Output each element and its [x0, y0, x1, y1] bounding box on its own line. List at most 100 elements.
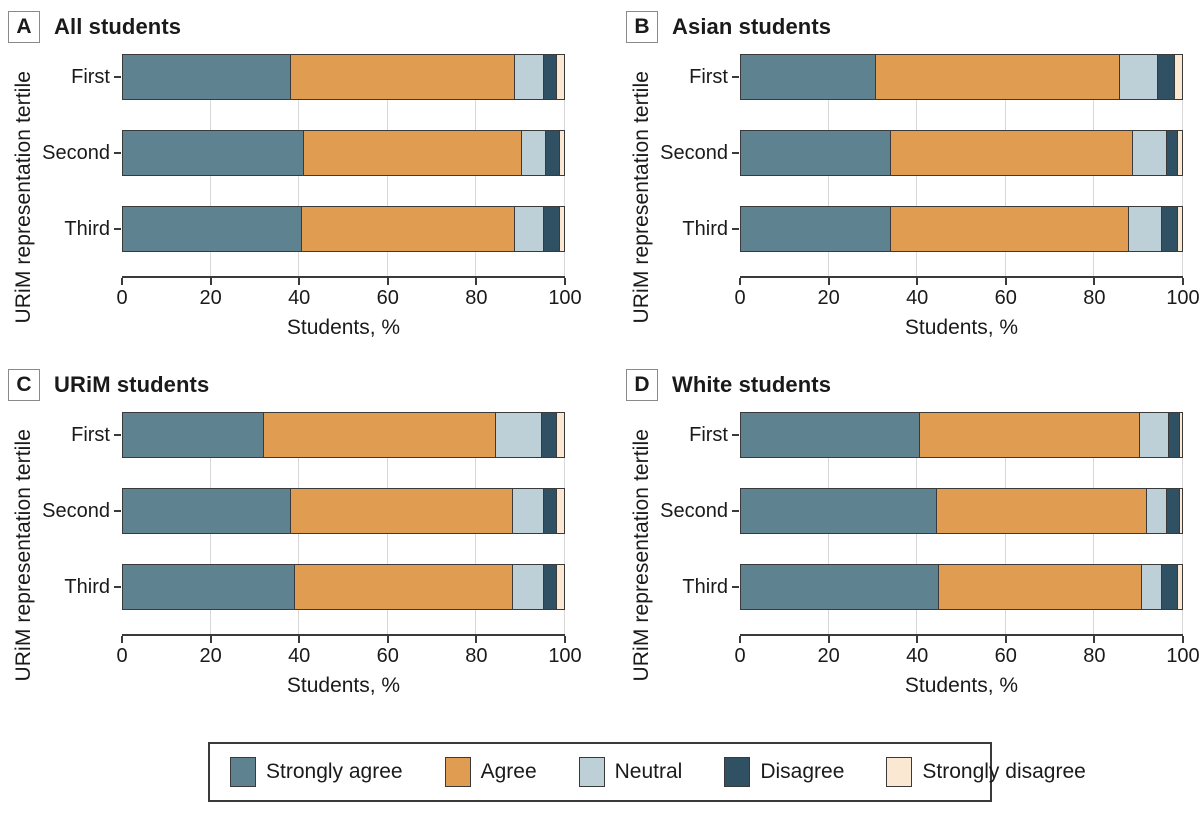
x-tick-20: [209, 278, 212, 285]
stacked-bar-first: [740, 54, 1183, 100]
panel-c-chart-body: First Second Third: [40, 412, 565, 634]
bar-segment-disagree: [1157, 55, 1176, 99]
bar-row-third: Third: [40, 206, 565, 252]
panel-c-letter: C: [8, 369, 40, 401]
bar-segment-agree: [890, 131, 1134, 175]
bar-segment-disagree: [546, 131, 560, 175]
panel-d-x-axis-title: Students, %: [904, 674, 1019, 697]
bar-segment-neutral: [1133, 131, 1167, 175]
category-label: Second: [42, 141, 110, 164]
bar-segment-neutral: [513, 489, 545, 533]
panel-c-x-axis-title: Students, %: [286, 674, 401, 697]
y-axis-title-text: URiM representation tertile: [12, 70, 35, 324]
legend-item-strongly-disagree: Strongly disagree: [886, 757, 1086, 787]
bar-segment-strongly-agree: [741, 131, 891, 175]
legend: Strongly agree Agree Neutral Disagree Strong…: [208, 742, 1086, 802]
x-tick-20: [209, 636, 212, 643]
bar-segment-strongly-agree: [123, 489, 291, 533]
panel-d-header: D White students: [626, 368, 1200, 402]
x-tick-20: [827, 636, 830, 643]
category-label: Second: [42, 499, 110, 522]
bar-segment-strongly-disagree: [1179, 489, 1182, 533]
x-tick-40: [298, 278, 301, 285]
category-label: First: [71, 65, 110, 88]
bar-segment-strongly-disagree: [557, 565, 564, 609]
x-tick-80: [475, 636, 478, 643]
panel-a-letter: A: [8, 11, 40, 43]
panel-c-chart: URiM representation tertile First Second T…: [8, 412, 600, 698]
y-tick: [732, 434, 739, 436]
bar-segment-disagree: [1168, 413, 1180, 457]
panel-b-y-axis-title: URiM representation tertile: [626, 54, 658, 340]
x-tick-label-0: 0: [734, 645, 746, 667]
bar-segment-strongly-disagree: [559, 207, 564, 251]
bar-row-second: Second: [658, 130, 1183, 176]
panel-a-chart: URiM representation tertile First Second T…: [8, 54, 600, 340]
y-tick: [732, 586, 739, 588]
bar-segment-agree: [890, 207, 1130, 251]
bar-segment-agree: [290, 489, 514, 533]
x-tick-label-0: 0: [734, 287, 746, 309]
category-label: First: [689, 65, 728, 88]
panel-a-plot: First Second Third 0 20 40 60 80 100 Students, …: [40, 54, 582, 340]
panel-b-header: B Asian students: [626, 10, 1200, 44]
bar-segment-disagree: [544, 489, 558, 533]
x-tick-label-20: 20: [199, 645, 222, 667]
legend-label-disagree: Disagree: [760, 760, 845, 783]
x-tick-label-20: 20: [817, 287, 840, 309]
bar-segment-disagree: [544, 207, 560, 251]
legend-item-strongly-agree: Strongly agree: [230, 757, 403, 787]
category-label: Third: [64, 575, 110, 598]
stacked-bar-third: [122, 564, 565, 610]
bar-row-first: First: [40, 412, 565, 458]
bar-segment-disagree: [1166, 489, 1180, 533]
bar-segment-strongly-agree: [123, 413, 265, 457]
bar-row-third: Third: [658, 206, 1183, 252]
legend-swatch-agree: [444, 757, 471, 787]
panel-c-x-axis: 0 20 40 60 80 100: [116, 634, 582, 672]
bar-segment-strongly-disagree: [1177, 131, 1182, 175]
bar-row-second: Second: [40, 130, 565, 176]
x-tick-label-20: 20: [199, 287, 222, 309]
panel-a-bar-rows: First Second Third: [40, 54, 565, 252]
bar-segment-strongly-disagree: [1175, 55, 1182, 99]
bar-segment-disagree: [1162, 565, 1178, 609]
bar-segment-disagree: [1166, 131, 1178, 175]
panel-b-x-axis: 0 20 40 60 80 100: [734, 276, 1200, 314]
bar-segment-neutral: [1142, 565, 1163, 609]
bar-segment-agree: [937, 489, 1147, 533]
y-axis-title-text: URiM representation tertile: [630, 428, 653, 682]
x-tick-100: [564, 636, 566, 643]
x-tick-60: [386, 278, 389, 285]
x-tick-20: [827, 278, 830, 285]
x-tick-label-60: 60: [376, 287, 399, 309]
x-tick-label-100: 100: [548, 645, 582, 667]
y-tick: [114, 434, 121, 436]
bar-segment-agree: [264, 413, 496, 457]
bar-segment-neutral: [515, 207, 545, 251]
stacked-bar-second: [740, 130, 1183, 176]
bar-segment-strongly-disagree: [1177, 565, 1182, 609]
panel-d-title: White students: [672, 372, 832, 397]
x-tick-100: [564, 278, 566, 285]
x-tick-label-100: 100: [1166, 645, 1200, 667]
y-tick: [114, 228, 121, 230]
bar-row-third: Third: [658, 564, 1183, 610]
category-label: Second: [660, 141, 728, 164]
bar-segment-strongly-agree: [741, 413, 920, 457]
category-label: Third: [682, 217, 728, 240]
panel-d: D White students URiM representation ter…: [600, 364, 1200, 726]
bar-segment-agree: [290, 55, 516, 99]
y-tick: [114, 510, 121, 512]
legend-swatch-strongly-disagree: [886, 757, 913, 787]
panel-a-chart-body: First Second Third: [40, 54, 565, 276]
bar-segment-strongly-agree: [123, 131, 304, 175]
y-tick: [732, 228, 739, 230]
panel-a: A All students URiM representation terti…: [0, 6, 600, 364]
bar-segment-strongly-disagree: [557, 55, 564, 99]
y-tick: [732, 152, 739, 154]
bar-segment-neutral: [522, 131, 547, 175]
bar-segment-strongly-disagree: [1177, 207, 1182, 251]
stacked-bar-second: [122, 488, 565, 534]
panel-a-header: A All students: [8, 10, 600, 44]
